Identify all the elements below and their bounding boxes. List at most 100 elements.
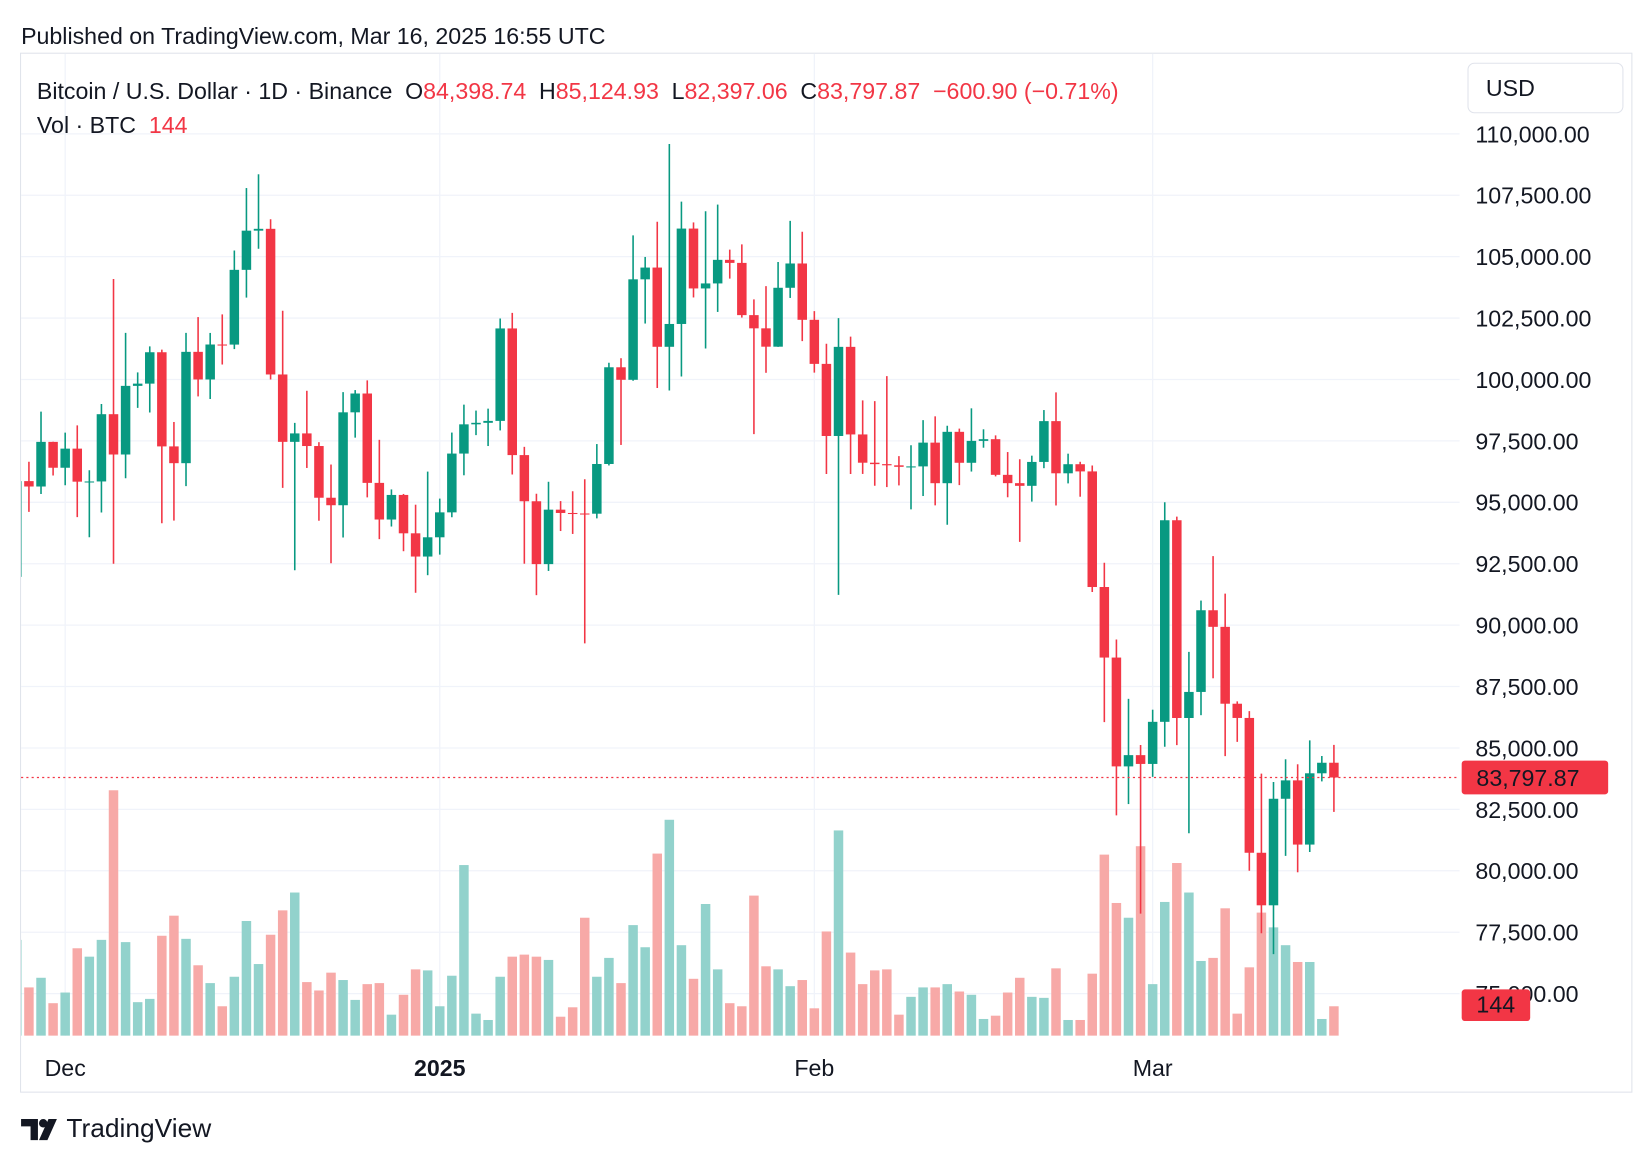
volume-bar	[447, 975, 457, 1036]
y-tick-label: 107,500.00	[1475, 183, 1591, 209]
volume-bar	[338, 980, 348, 1036]
candle-body	[108, 414, 119, 455]
y-tick-label: 82,500.00	[1475, 797, 1578, 823]
candle-body	[1160, 520, 1170, 722]
volume-bar	[1135, 846, 1146, 1036]
candle-body	[362, 393, 373, 483]
volume-bar	[48, 1003, 58, 1036]
y-tick-label: 85,000.00	[1475, 735, 1578, 761]
low-prefix: L	[672, 78, 685, 104]
candle-body	[1244, 717, 1255, 853]
volume-bar	[132, 1002, 143, 1036]
volume-bar	[1027, 996, 1037, 1036]
candle-body	[120, 385, 131, 455]
last-price-tag	[1461, 760, 1609, 795]
y-tick-label: 92,500.00	[1475, 551, 1578, 577]
open-prefix: O	[405, 78, 423, 104]
candle-body	[882, 464, 892, 466]
candle-body	[471, 422, 481, 425]
volume-bar	[120, 942, 131, 1036]
volume-bar	[833, 830, 844, 1036]
volume-bar	[229, 976, 240, 1036]
candle-body	[1329, 762, 1339, 778]
y-tick-label: 97,500.00	[1475, 428, 1578, 454]
volume-bar	[1305, 961, 1315, 1036]
volume-bar	[302, 982, 312, 1036]
candle-body	[386, 494, 397, 520]
candle-body	[435, 512, 445, 538]
volume-bar	[1268, 927, 1279, 1036]
volume-bar	[1220, 908, 1230, 1036]
x-tick-label: Mar	[1133, 1055, 1173, 1081]
volume-bar	[1196, 960, 1206, 1036]
volume-value: 144	[149, 112, 188, 138]
candle-body	[833, 346, 844, 436]
candle-body	[157, 352, 167, 447]
volume-bar	[942, 984, 952, 1036]
volume-bar	[277, 910, 288, 1036]
volume-bar	[96, 939, 107, 1036]
volume-bar	[1232, 1013, 1242, 1036]
candle-body	[1208, 610, 1218, 627]
candle-body	[1027, 461, 1037, 486]
candle-body	[1220, 626, 1230, 704]
volume-bar	[374, 983, 385, 1036]
candle-body	[906, 466, 916, 468]
candle-body	[628, 279, 638, 380]
candle-body	[1099, 587, 1110, 658]
candle-body	[1063, 464, 1073, 474]
candle-body	[205, 344, 215, 380]
candle-body	[241, 230, 252, 270]
volume-bar	[410, 969, 421, 1036]
volume-bar	[555, 1016, 566, 1036]
candle-body	[447, 453, 457, 513]
volume-bar	[882, 969, 892, 1036]
volume-bar	[1063, 1019, 1073, 1036]
volume-bar	[857, 984, 868, 1036]
volume-bar	[314, 990, 324, 1036]
volume-bar	[36, 977, 46, 1036]
chart-frame	[20, 52, 1633, 1093]
y-tick-label: 100,000.00	[1475, 367, 1591, 393]
volume-bar	[193, 965, 203, 1036]
volume-bar	[507, 956, 517, 1036]
volume-bar	[205, 983, 215, 1036]
candle-body	[543, 509, 554, 565]
logo-mark	[21, 1119, 57, 1141]
candle-body	[1268, 798, 1279, 906]
candle-body	[290, 433, 300, 442]
volume-bar	[1123, 917, 1134, 1036]
candle-body	[978, 439, 989, 441]
high-prefix: H	[539, 78, 556, 104]
volume-bar	[700, 904, 711, 1036]
volume-bar	[580, 917, 590, 1036]
volume-bar	[761, 966, 771, 1036]
volume-bar	[1208, 957, 1218, 1036]
candle-body	[555, 509, 566, 513]
candle-body	[483, 420, 493, 423]
volume-bar	[241, 921, 252, 1036]
price-axis: 75,000.0077,500.0080,000.0082,500.0085,0…	[21, 121, 1609, 1081]
candle-body	[398, 494, 409, 534]
volume-bar	[21, 939, 22, 1036]
symbol: Bitcoin / U.S. Dollar · 1D · Binance	[37, 78, 392, 104]
volume-bar	[483, 1019, 493, 1036]
currency-button[interactable]	[1467, 62, 1624, 114]
y-tick-label: 105,000.00	[1475, 244, 1591, 270]
candle-body	[507, 328, 517, 456]
candle-body	[604, 367, 614, 464]
volume-bar	[966, 994, 977, 1036]
volume-bar	[543, 959, 554, 1036]
volume-bar	[459, 865, 469, 1036]
candle-body	[1135, 755, 1146, 764]
volume-bar	[1147, 984, 1158, 1036]
candle-body	[350, 393, 360, 413]
volume-bar	[954, 991, 965, 1036]
currency-label[interactable]: USD	[1486, 75, 1535, 101]
volume-bar	[471, 1013, 481, 1036]
volume-bar	[918, 987, 928, 1036]
volume-bar	[157, 935, 167, 1036]
candle-body	[193, 351, 203, 380]
volume-pane	[21, 790, 1339, 1036]
volume-bar	[870, 970, 880, 1036]
